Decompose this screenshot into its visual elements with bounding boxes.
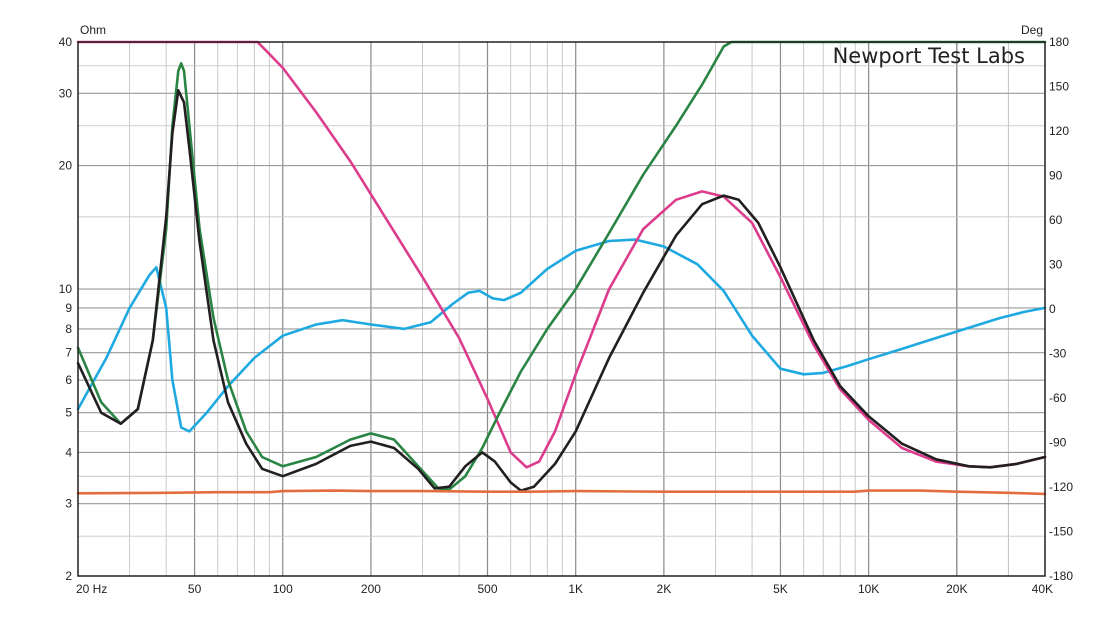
- watermark-text: Newport Test Labs: [833, 44, 1025, 68]
- series-line-3: [76, 40, 1047, 491]
- data-series: [76, 40, 1047, 496]
- left-axis-unit-label: Ohm: [80, 23, 106, 37]
- series-line-4: [76, 89, 1047, 492]
- x-axis-tick-label: 2K: [657, 582, 672, 596]
- right-axis-tick-label: 60: [1049, 213, 1063, 227]
- x-axis-tick-label: 10K: [858, 582, 879, 596]
- right-axis-tick-label: 120: [1049, 124, 1069, 138]
- left-axis-tick-label: 10: [59, 282, 73, 296]
- left-axis-tick-label: 4: [65, 445, 72, 459]
- x-axis-tick-label: 500: [477, 582, 497, 596]
- x-axis-tick-label: 200: [361, 582, 381, 596]
- plot-frame: [77, 41, 1046, 577]
- x-axis-tick-label: 50: [188, 582, 202, 596]
- x-axis-tick-label: 20K: [946, 582, 967, 596]
- right-axis-tick-label: 150: [1049, 80, 1069, 94]
- left-axis-tick-label: 5: [65, 406, 72, 420]
- right-axis-tick-label: -180: [1049, 569, 1073, 583]
- right-axis-tick-label: -30: [1049, 347, 1067, 361]
- left-axis-tick-label: 8: [65, 322, 72, 336]
- left-axis-tick-label: 20: [59, 159, 73, 173]
- x-axis-tick-label: 5K: [773, 582, 788, 596]
- left-axis-tick-label: 40: [59, 35, 73, 49]
- right-axis-tick-label: -120: [1049, 480, 1073, 494]
- left-axis-tick-label: 7: [65, 346, 72, 360]
- x-axis-tick-label: 1K: [568, 582, 583, 596]
- right-axis-tick-label: 0: [1049, 302, 1056, 316]
- right-axis-tick-label: 180: [1049, 35, 1069, 49]
- left-axis-tick-label: 30: [59, 86, 73, 100]
- right-axis-tick-label: -90: [1049, 436, 1067, 450]
- left-axis-tick-label: 2: [65, 569, 72, 583]
- series-line-2: [76, 40, 1047, 469]
- right-axis-tick-label: -60: [1049, 391, 1067, 405]
- left-axis-tick-label: 6: [65, 373, 72, 387]
- left-axis-tick-label: 9: [65, 301, 72, 315]
- right-axis-tick-label: -150: [1049, 525, 1073, 539]
- left-axis-tick-label: 3: [65, 497, 72, 511]
- series-line-1: [76, 238, 1047, 433]
- right-axis-unit-label: Deg: [1021, 23, 1043, 37]
- x-axis-tick-label: 20 Hz: [76, 582, 107, 596]
- right-axis-tick-label: 30: [1049, 258, 1063, 272]
- right-axis-tick-label: 90: [1049, 169, 1063, 183]
- series-line-5: [76, 489, 1047, 496]
- x-axis-tick-label: 100: [273, 582, 293, 596]
- axis-labels: Ohm Deg 40 30 20 10 9 8 7 6 5 4 3 2 180 150 120 90 60 30 0 -3…: [59, 23, 1074, 596]
- x-axis-tick-label: 40K: [1032, 582, 1053, 596]
